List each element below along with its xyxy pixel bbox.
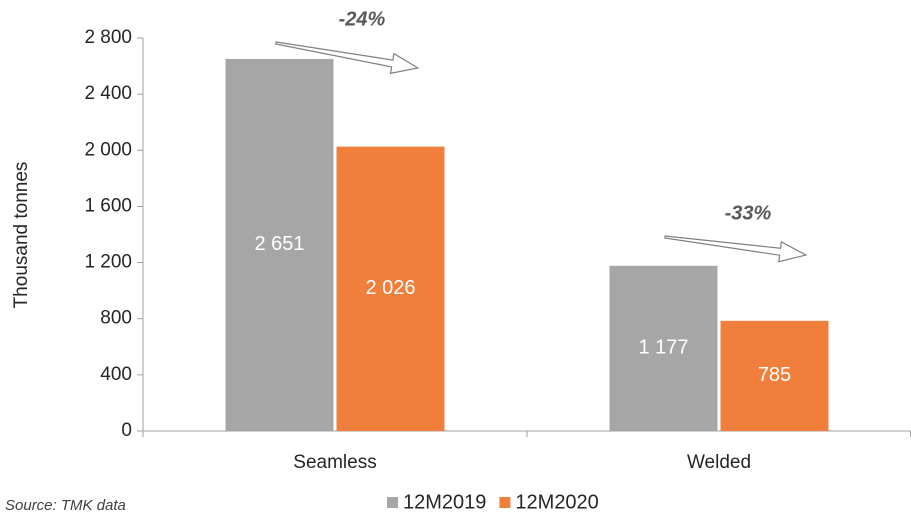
- value-label: 1 177: [638, 337, 688, 359]
- y-axis-label: Thousand tonnes: [11, 162, 32, 309]
- y-tick-label: 2 800: [84, 27, 132, 48]
- y-tick-label: 2 000: [84, 139, 132, 160]
- bar: [336, 146, 445, 432]
- legend-swatch: [387, 497, 398, 508]
- arrow: [275, 41, 420, 75]
- annotation: -33%: [725, 202, 772, 224]
- y-tick-label: 1 600: [84, 195, 132, 216]
- bar: [609, 265, 718, 431]
- arrow: [664, 235, 808, 263]
- x-tick-label: Seamless: [293, 452, 376, 473]
- y-tick-label: 2 400: [84, 83, 132, 104]
- value-label: 2 651: [254, 233, 304, 255]
- legend-swatch: [499, 497, 511, 508]
- y-tick-label: 1 200: [84, 252, 132, 273]
- source: Source: TMK data: [5, 497, 126, 514]
- annotation: -24%: [339, 8, 386, 30]
- x-tick-label: Welded: [687, 452, 751, 473]
- y-tick-label: 0: [121, 420, 132, 441]
- bar: [720, 320, 829, 431]
- y-tick-label: 400: [100, 364, 132, 385]
- bar: [225, 58, 334, 432]
- legend-label: 12M2020: [515, 491, 598, 513]
- y-tick-label: 800: [100, 308, 132, 329]
- value-label: 785: [758, 364, 791, 386]
- value-label: 2 026: [365, 277, 415, 299]
- legend-label: 12M2019: [403, 491, 486, 513]
